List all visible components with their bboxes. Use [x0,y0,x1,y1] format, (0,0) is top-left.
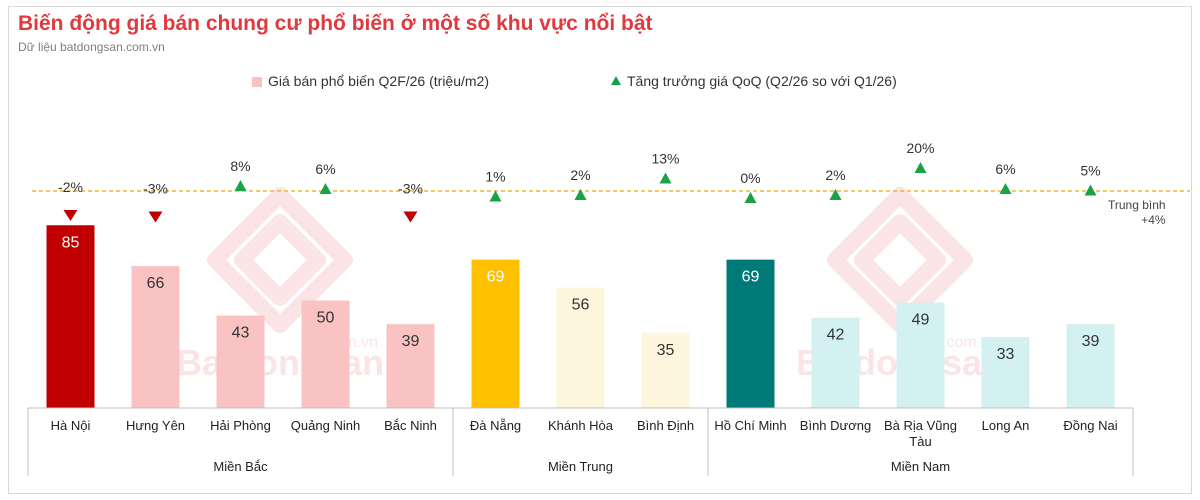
growth-label-9: 0% [740,170,760,186]
category-label-2: Hưng Yên [126,418,185,433]
bar-13 [1066,324,1115,408]
growth-marker-6 [489,190,502,202]
bar-1 [46,225,95,408]
bar-12 [981,337,1030,408]
legend-label-price: Giá bán phổ biến Q2F/26 (triệu/m2) [268,73,490,89]
chart-frame [8,6,1192,494]
growth-label-2: -3% [143,181,168,197]
bar-4 [301,300,350,408]
group-label-1: Miền Bắc [213,459,268,474]
growth-marker-4 [319,183,332,194]
bar-value-label-1: 85 [62,234,80,251]
category-label-3: Hải Phòng [210,418,271,433]
legend-label-growth: Tăng trưởng giá QoQ (Q2/26 so với Q1/26) [627,73,897,89]
growth-marker-5 [403,211,418,223]
growth-marker-3 [234,180,247,191]
bar-value-label-8: 35 [657,342,675,359]
category-label-8: Bình Định [637,418,694,433]
category-label-10: Bình Dương [800,418,871,433]
growth-label-7: 2% [570,167,590,183]
bar-value-label-12: 33 [997,346,1015,363]
legend-triangle-icon [611,76,621,85]
bar-8 [641,332,690,408]
legend-item-growth: Tăng trưởng giá QoQ (Q2/26 so với Q1/26) [611,73,897,89]
growth-label-1: -2% [58,179,83,195]
category-label-6: Đà Nẵng [470,418,521,433]
bar-6 [471,259,520,408]
growth-label-8: 13% [651,151,679,167]
bar-value-label-10: 42 [827,327,845,344]
growth-marker-7 [574,189,587,200]
category-label-11: Tàu [909,434,931,449]
bar-value-label-5: 39 [402,333,420,350]
bar-value-label-2: 66 [147,275,165,292]
category-label-9: Hồ Chí Minh [714,418,786,433]
bar-2 [131,266,180,408]
legend-item-price: Giá bán phổ biến Q2F/26 (triệu/m2) [252,73,489,89]
category-label-5: Bắc Ninh [384,418,437,433]
growth-marker-1 [63,210,78,221]
bar-5 [386,324,435,408]
category-label-12: Long An [982,418,1030,433]
bar-value-label-9: 69 [742,269,760,286]
watermark-logo-1: Batdongsan.com.vn [176,187,384,383]
growth-marker-9 [744,192,757,203]
average-label-line2: +4% [1141,213,1166,227]
growth-marker-11 [914,162,927,173]
growth-marker-2 [148,211,163,223]
bar-value-label-13: 39 [1082,333,1100,350]
category-label-4: Quảng Ninh [291,418,360,433]
average-label-line1: Trung bình [1108,198,1166,212]
bar-3 [216,315,265,408]
growth-label-5: -3% [398,181,423,197]
category-label-7: Khánh Hòa [548,418,614,433]
bar-7 [556,287,605,408]
growth-label-13: 5% [1080,163,1100,179]
bar-value-label-4: 50 [317,310,335,327]
category-label-1: Hà Nội [51,418,91,433]
group-label-2: Miền Trung [548,459,613,474]
category-label-13: Đồng Nai [1063,418,1117,433]
group-label-3: Miền Nam [891,459,950,474]
bar-10 [811,317,860,408]
growth-marker-13 [1084,184,1097,196]
growth-marker-12 [999,183,1012,194]
growth-label-4: 6% [315,161,335,177]
legend-swatch-price [252,77,262,87]
bar-value-label-11: 49 [912,312,930,329]
growth-label-6: 1% [485,169,505,185]
growth-label-10: 2% [825,167,845,183]
chart-title: Biến động giá bán chung cư phổ biến ở mộ… [18,12,653,35]
growth-marker-8 [659,172,672,184]
growth-marker-10 [829,189,842,200]
growth-label-3: 8% [230,158,250,174]
chart-subtitle: Dữ liệu batdongsan.com.vn [18,40,165,54]
bar-11 [896,302,945,408]
growth-label-12: 6% [995,161,1015,177]
bar-value-label-7: 56 [572,297,590,314]
category-label-11: Bà Rịa Vũng [884,418,957,433]
growth-label-11: 20% [906,140,934,156]
bar-9 [726,259,775,408]
bar-value-label-3: 43 [232,325,250,342]
average-label: Trung bình +4% [1108,198,1166,228]
bar-value-label-6: 69 [487,269,505,286]
